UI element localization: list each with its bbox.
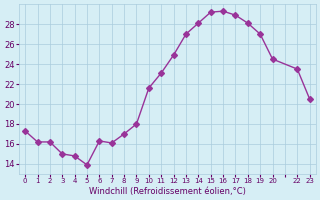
X-axis label: Windchill (Refroidissement éolien,°C): Windchill (Refroidissement éolien,°C) — [89, 187, 246, 196]
